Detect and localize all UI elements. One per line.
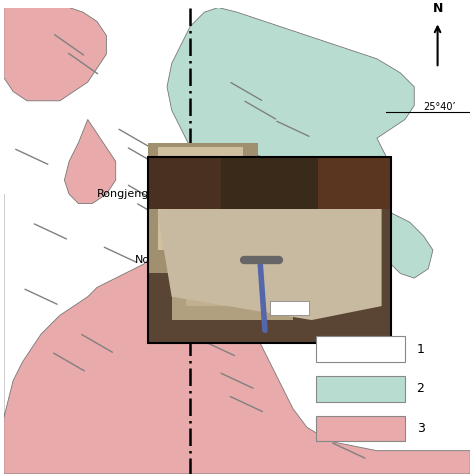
- Polygon shape: [372, 208, 433, 278]
- Polygon shape: [167, 8, 414, 241]
- Text: Nongchram: Nongchram: [134, 255, 200, 265]
- Polygon shape: [4, 8, 106, 101]
- Polygon shape: [4, 194, 470, 474]
- Bar: [316, 337, 405, 362]
- Bar: [318, 157, 391, 209]
- Bar: [186, 166, 319, 306]
- Bar: [148, 157, 391, 343]
- Polygon shape: [158, 166, 382, 320]
- Bar: [316, 416, 405, 441]
- Bar: [172, 171, 293, 320]
- Bar: [158, 147, 243, 250]
- Text: 25°40’: 25°40’: [424, 102, 456, 112]
- Text: 2: 2: [417, 383, 425, 395]
- Bar: [148, 143, 257, 273]
- Bar: [270, 301, 310, 315]
- Text: Rongjeng: Rongjeng: [97, 189, 150, 199]
- Bar: [148, 157, 221, 209]
- Bar: [148, 157, 391, 209]
- Text: 3: 3: [417, 422, 425, 435]
- Bar: [316, 376, 405, 401]
- Text: 1: 1: [417, 343, 425, 356]
- Polygon shape: [64, 119, 116, 203]
- Text: N: N: [432, 1, 443, 15]
- Bar: [148, 157, 391, 343]
